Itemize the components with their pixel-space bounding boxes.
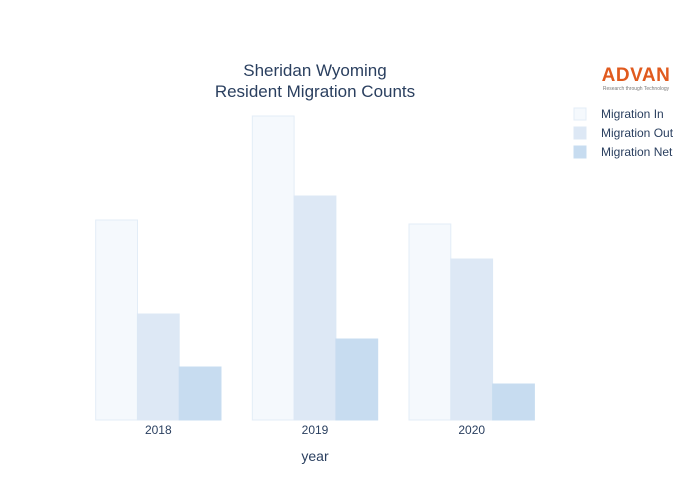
bar-migration-in-2018[interactable] (95, 219, 138, 421)
x-tick-label-2018: 2018 (145, 423, 172, 437)
bar-migration-in-2020[interactable] (408, 223, 452, 421)
legend[interactable]: Migration In Migration Out Migration Net (573, 107, 674, 159)
chart-title-line-1: Sheridan Wyoming (243, 61, 386, 80)
advan-logo: ADVAN Research through Technology (588, 66, 684, 93)
legend-item-migration-net[interactable]: Migration Net (573, 145, 673, 159)
legend-item-migration-out[interactable]: Migration Out (573, 126, 674, 140)
bar-migration-out-2018[interactable] (136, 313, 180, 421)
legend-label: Migration In (601, 107, 664, 121)
bar-migration-out-2020[interactable] (450, 258, 494, 421)
legend-swatch (573, 145, 587, 159)
bar-migration-net-2020[interactable] (492, 383, 535, 421)
x-tick-label-2019: 2019 (302, 423, 329, 437)
legend-item-migration-in[interactable]: Migration In (573, 107, 664, 121)
bar-migration-in-2019[interactable] (251, 115, 295, 421)
bars-group (95, 115, 535, 421)
legend-swatch (573, 126, 587, 140)
legend-label: Migration Out (601, 126, 674, 140)
bar-migration-net-2018[interactable] (178, 366, 222, 421)
legend-swatch (573, 107, 587, 121)
bar-migration-out-2019[interactable] (293, 195, 337, 421)
logo-tagline: Research through Technology (602, 86, 670, 92)
bar-migration-net-2019[interactable] (335, 338, 379, 421)
chart-title-line-2: Resident Migration Counts (215, 82, 415, 101)
x-tick-labels: 2018 2019 2020 (145, 423, 485, 437)
legend-label: Migration Net (601, 145, 673, 159)
logo-wordmark: ADVAN (601, 65, 671, 86)
x-axis-title: year (301, 448, 329, 464)
x-tick-label-2020: 2020 (458, 423, 485, 437)
